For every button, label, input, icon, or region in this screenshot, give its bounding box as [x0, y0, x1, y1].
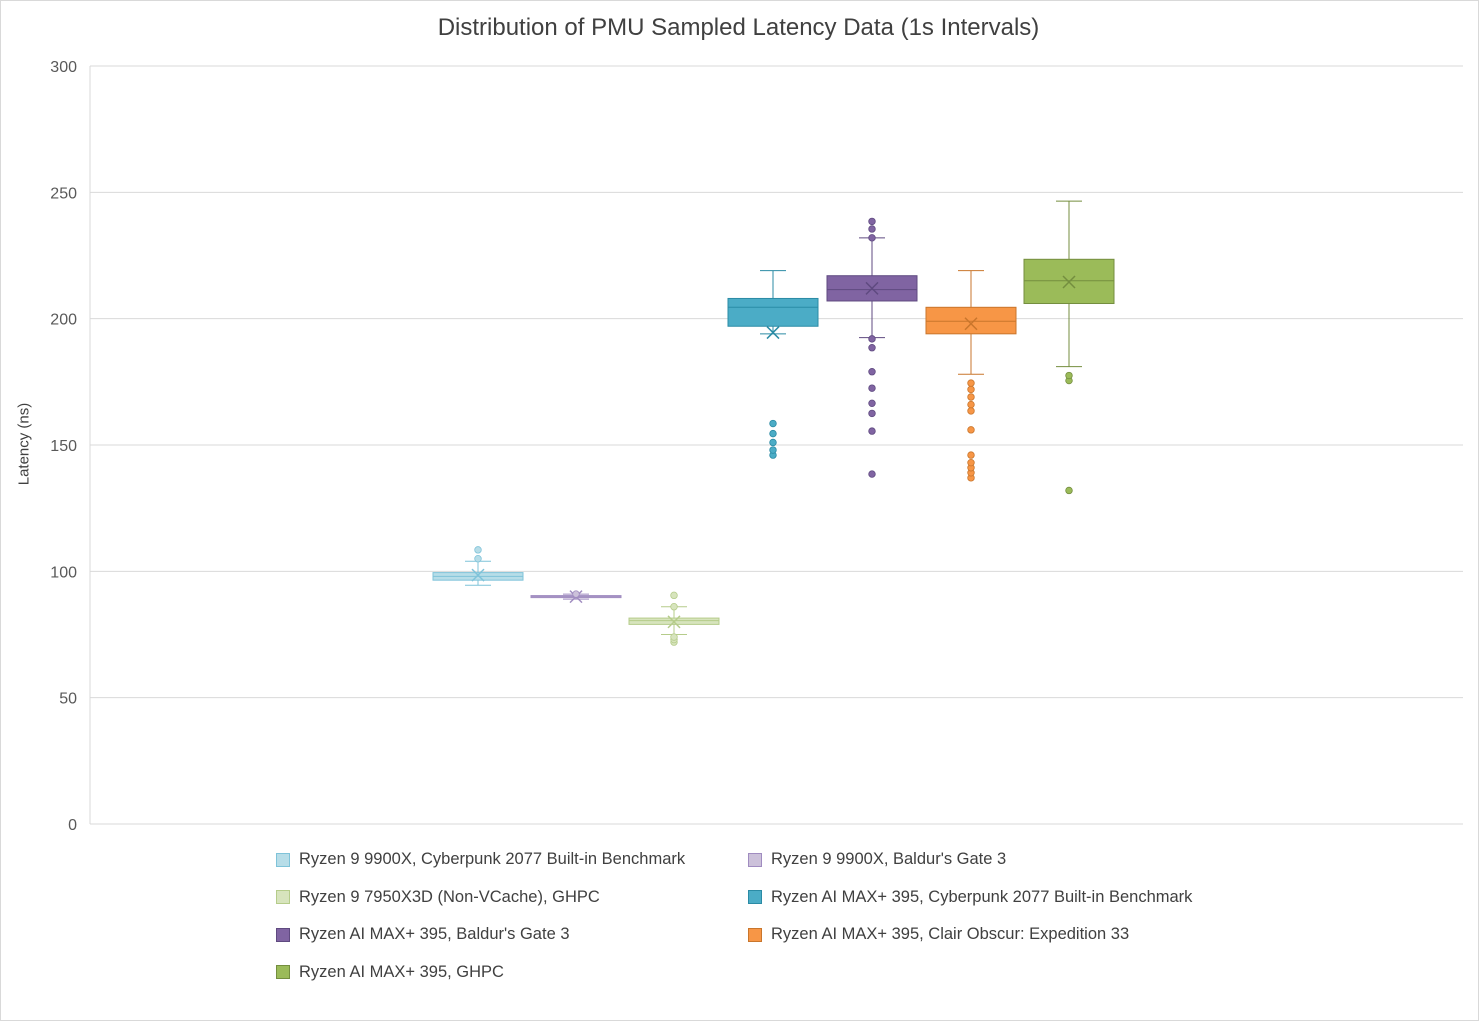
box-6-outlier — [967, 407, 975, 415]
box-4-outlier — [769, 438, 777, 447]
legend-label: Ryzen 9 7950X3D (Non-VCache), GHPC — [299, 887, 600, 906]
box-2-outlier — [572, 590, 580, 598]
y-tick-label: 200 — [50, 312, 77, 329]
legend-swatch — [276, 927, 290, 942]
legend-label: Ryzen AI MAX+ 395, Clair Obscur: Expedit… — [771, 925, 1130, 943]
legend-swatch — [748, 890, 762, 904]
legend-label: Ryzen AI MAX+ 395, GHPC — [299, 962, 504, 981]
box-5-outlier — [868, 344, 876, 352]
box-3-outlier — [670, 633, 678, 641]
box-6-mean-marker — [964, 317, 978, 331]
box-5-outlier — [868, 368, 876, 376]
box-6-outlier — [967, 458, 975, 467]
box-7-outlier — [1065, 486, 1073, 495]
y-tick-label: 150 — [50, 438, 77, 455]
legend-swatch — [748, 927, 762, 942]
box-6-iqr-box — [925, 306, 1017, 335]
box-3-mean-marker — [667, 615, 681, 629]
legend-label: Ryzen AI MAX+ 395, Cyberpunk 2077 Built-… — [771, 887, 1193, 906]
legend-swatch — [276, 965, 290, 979]
y-tick-label: 100 — [50, 564, 77, 581]
box-1-mean-marker — [471, 568, 485, 582]
legend-item: Ryzen AI MAX+ 395, Baldur's Gate 3 — [276, 925, 570, 944]
box-5-outlier — [868, 399, 876, 408]
legend-swatch — [276, 852, 290, 867]
box-7-mean-marker — [1062, 275, 1076, 289]
box-5-outlier — [868, 384, 876, 392]
box-5-outlier — [868, 335, 876, 343]
box-6-outlier — [967, 426, 975, 434]
legend-item: Ryzen AI MAX+ 395, GHPC — [276, 963, 504, 982]
box-4-outlier — [769, 446, 777, 454]
legend-swatch — [748, 852, 762, 867]
legend-item: Ryzen 9 7950X3D (Non-VCache), GHPC — [276, 888, 600, 907]
box-5-outlier — [868, 409, 876, 418]
box-3-outlier — [670, 591, 678, 600]
box-5-outlier — [868, 470, 876, 478]
legend-item: Ryzen 9 9900X, Baldur's Gate 3 — [748, 850, 1006, 869]
box-1-outlier — [474, 546, 482, 554]
box-4-mean-marker — [766, 326, 780, 340]
legend-item: Ryzen 9 9900X, Cyberpunk 2077 Built-in B… — [276, 850, 685, 869]
legend-item: Ryzen AI MAX+ 395, Clair Obscur: Expedit… — [748, 925, 1129, 944]
box-6-outlier — [967, 451, 975, 459]
box-1-outlier — [474, 555, 482, 563]
box-4-outlier — [769, 419, 777, 428]
box-6-outlier — [967, 393, 975, 401]
legend-swatch — [276, 890, 290, 904]
box-5-outlier — [868, 234, 876, 242]
box-6-outlier — [967, 400, 975, 409]
y-tick-label: 50 — [59, 691, 77, 708]
y-tick-label: 300 — [50, 59, 77, 76]
y-tick-label: 250 — [50, 185, 77, 202]
legend-label: Ryzen AI MAX+ 395, Baldur's Gate 3 — [299, 925, 570, 943]
legend-label: Ryzen 9 9900X, Cyberpunk 2077 Built-in B… — [299, 850, 686, 868]
box-5-outlier — [868, 225, 876, 233]
legend-label: Ryzen 9 9900X, Baldur's Gate 3 — [771, 850, 1007, 868]
box-6-outlier — [967, 379, 975, 387]
box-5-outlier — [868, 217, 876, 226]
box-4-outlier — [769, 429, 777, 438]
box-3-outlier — [670, 603, 678, 611]
chart-title: Distribution of PMU Sampled Latency Data… — [437, 14, 1040, 41]
box-7-outlier — [1065, 371, 1073, 380]
legend-item: Ryzen AI MAX+ 395, Cyberpunk 2077 Built-… — [748, 888, 1192, 907]
box-6-outlier — [967, 385, 975, 394]
y-tick-label: 0 — [68, 817, 77, 834]
box-5-outlier — [868, 427, 876, 435]
box-4-iqr-box — [727, 297, 819, 327]
box-5-mean-marker — [865, 281, 879, 295]
